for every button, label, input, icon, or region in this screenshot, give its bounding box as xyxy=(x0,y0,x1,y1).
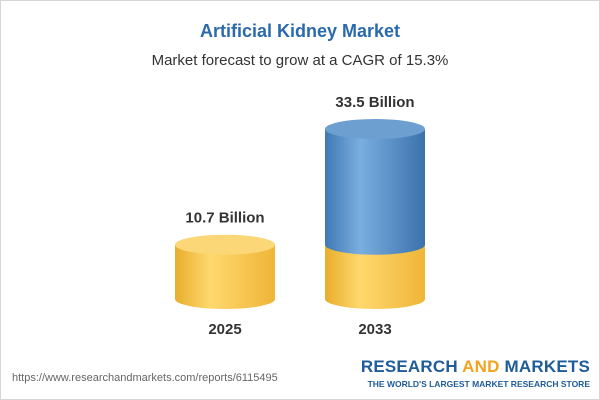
brand-word-and: AND xyxy=(462,357,500,376)
chart-title: Artificial Kidney Market xyxy=(199,21,401,41)
data-label-2033: 33.5 Billion xyxy=(335,94,414,111)
brand-name: RESEARCH AND MARKETS xyxy=(350,357,590,377)
bar-2033-base-segment xyxy=(325,244,425,309)
brand-word-research: RESEARCH xyxy=(360,357,458,376)
x-tick-label-2025: 2025 xyxy=(208,321,241,338)
brand-word-markets: MARKETS xyxy=(504,357,590,376)
bar-2025-base-segment xyxy=(175,244,275,309)
bar-2033-growth-segment xyxy=(325,129,425,255)
bar-2033-top xyxy=(325,119,425,139)
brand-logo: RESEARCH AND MARKETS THE WORLD'S LARGEST… xyxy=(350,357,590,389)
x-tick-label-2033: 2033 xyxy=(358,321,391,338)
source-url: https://www.researchandmarkets.com/repor… xyxy=(12,372,278,384)
brand-tagline: THE WORLD'S LARGEST MARKET RESEARCH STOR… xyxy=(367,379,590,389)
chart-subtitle: Market forecast to grow at a CAGR of 15.… xyxy=(151,52,449,69)
data-label-2025: 10.7 Billion xyxy=(185,210,264,227)
bar-2025-top xyxy=(175,234,275,255)
